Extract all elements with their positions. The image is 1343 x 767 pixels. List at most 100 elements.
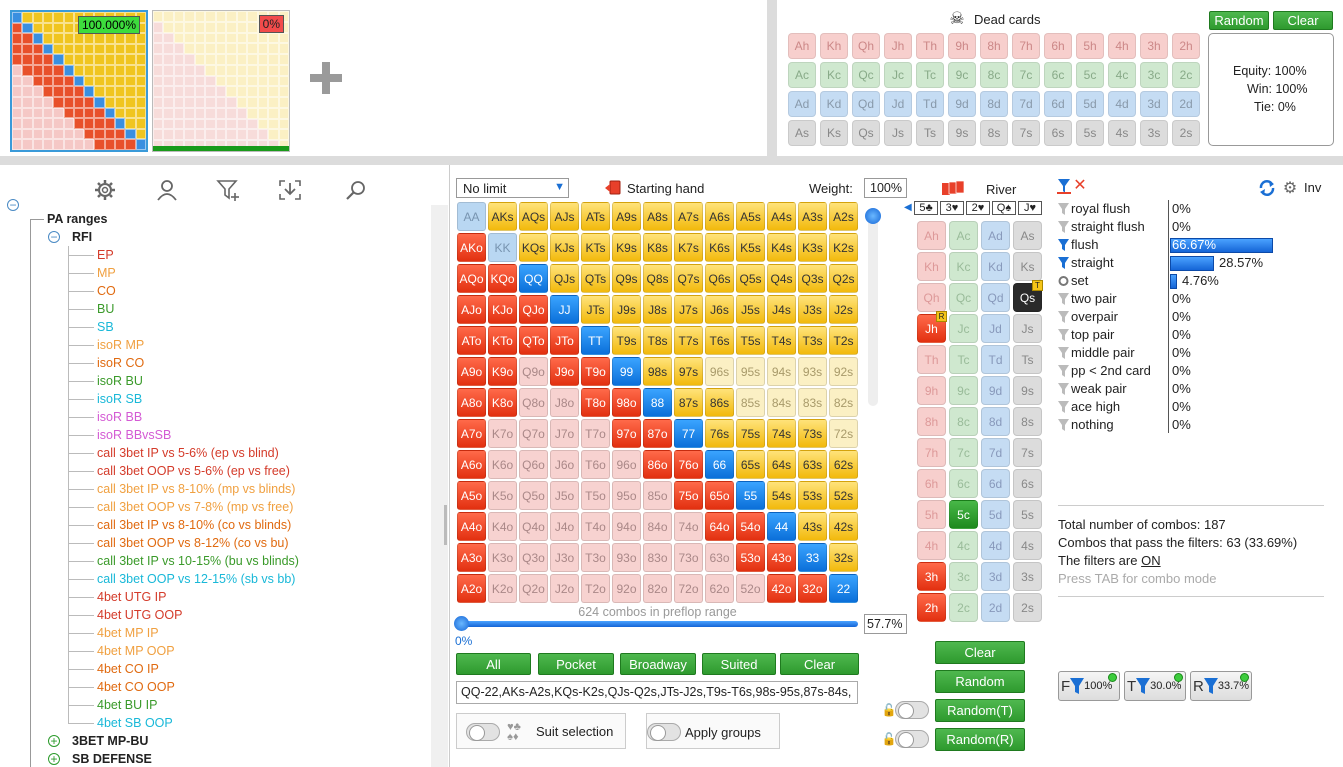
deck-card[interactable]: 3c — [949, 562, 978, 591]
hand-cell[interactable]: AKs — [488, 202, 517, 231]
hand-cell[interactable]: J7o — [550, 419, 579, 448]
hand-cell[interactable]: 93s — [798, 357, 827, 386]
dead-card[interactable]: 8d — [980, 91, 1008, 117]
dead-card[interactable]: 6d — [1044, 91, 1072, 117]
hand-cell[interactable]: 99 — [612, 357, 641, 386]
deck-card[interactable]: 3d — [981, 562, 1010, 591]
hand-cell[interactable]: KJo — [488, 295, 517, 324]
hand-cell[interactable]: QTs — [581, 264, 610, 293]
stat-label[interactable]: weak pair — [1071, 381, 1127, 396]
filter-icon[interactable] — [1058, 419, 1069, 431]
board-card[interactable]: 3♥ — [940, 201, 964, 215]
hand-cell[interactable]: A8s — [643, 202, 672, 231]
hand-cell[interactable]: A7s — [674, 202, 703, 231]
tree-folder[interactable]: 3BET MP-BU — [72, 734, 149, 748]
dead-card[interactable]: 9c — [948, 62, 976, 88]
hand-cell[interactable]: K6o — [488, 450, 517, 479]
deck-card[interactable]: 9c — [949, 376, 978, 405]
limit-select[interactable]: No limit ▼ — [456, 178, 569, 198]
hand-cell[interactable]: K5s — [736, 233, 765, 262]
hand-cell[interactable]: T7o — [581, 419, 610, 448]
hand-cell[interactable]: Q3o — [519, 543, 548, 572]
apply-groups-toggle[interactable] — [647, 723, 681, 741]
dead-card[interactable]: Qc — [852, 62, 880, 88]
dead-card[interactable]: 5c — [1076, 62, 1104, 88]
hand-cell[interactable]: J3s — [798, 295, 827, 324]
deck-card[interactable]: 4d — [981, 531, 1010, 560]
dead-card[interactable]: 8c — [980, 62, 1008, 88]
hand-cell[interactable]: 42o — [767, 574, 796, 603]
hand-cell[interactable]: T4o — [581, 512, 610, 541]
deck-card[interactable]: Tc — [949, 345, 978, 374]
random-turn-button[interactable]: Random(T) — [935, 699, 1025, 722]
hand-cell[interactable]: 94o — [612, 512, 641, 541]
dead-card[interactable]: 8s — [980, 120, 1008, 146]
hand-cell[interactable]: KJs — [550, 233, 579, 262]
hand-cell[interactable]: 97o — [612, 419, 641, 448]
tree-item[interactable]: call 3bet OOP vs 7-8% (mp vs free) — [97, 500, 294, 514]
deck-card[interactable]: 6c — [949, 469, 978, 498]
deck-card[interactable]: Js — [1013, 314, 1042, 343]
add-range-icon[interactable] — [308, 60, 344, 96]
hand-cell[interactable]: 62o — [705, 574, 734, 603]
dead-card[interactable]: 7s — [1012, 120, 1040, 146]
clear-filters-icon[interactable]: ✕ — [1073, 177, 1087, 194]
hand-cell[interactable]: AQs — [519, 202, 548, 231]
hand-cell[interactable]: A2o — [457, 574, 486, 603]
hand-cell[interactable]: K6s — [705, 233, 734, 262]
hand-cell[interactable]: 96s — [705, 357, 734, 386]
matrix-scrollbar[interactable] — [865, 208, 881, 406]
hand-cell[interactable]: K4o — [488, 512, 517, 541]
broadway-button[interactable]: Broadway — [620, 653, 696, 675]
hand-cell[interactable]: Q8o — [519, 388, 548, 417]
user-icon[interactable] — [154, 177, 180, 203]
hand-cell[interactable]: QJs — [550, 264, 579, 293]
hand-cell[interactable]: J9s — [612, 295, 641, 324]
tree-item[interactable]: 4bet UTG IP — [97, 590, 167, 604]
board-left-arrow-icon[interactable]: ◀ — [904, 202, 912, 213]
deck-card[interactable]: 4h — [917, 531, 946, 560]
random-t-lock-toggle[interactable] — [895, 701, 929, 719]
dead-card[interactable]: Js — [884, 120, 912, 146]
hand-cell[interactable]: 98s — [643, 357, 672, 386]
deck-card[interactable]: 7d — [981, 438, 1010, 467]
hand-cell[interactable]: 32o — [798, 574, 827, 603]
hand-cell[interactable]: 98o — [612, 388, 641, 417]
stat-label[interactable]: middle pair — [1071, 345, 1135, 360]
hand-cell[interactable]: QQ — [519, 264, 548, 293]
hand-cell[interactable]: 82o — [643, 574, 672, 603]
hand-cell[interactable]: J8o — [550, 388, 579, 417]
hand-cell[interactable]: A8o — [457, 388, 486, 417]
deck-card[interactable]: Jd — [981, 314, 1010, 343]
tree-folder-rfi[interactable]: RFI — [72, 230, 93, 244]
hand-cell[interactable]: A2s — [829, 202, 858, 231]
hand-cell[interactable]: 83s — [798, 388, 827, 417]
deck-card[interactable]: 8d — [981, 407, 1010, 436]
hand-cell[interactable]: T5o — [581, 481, 610, 510]
stat-label[interactable]: set — [1071, 273, 1089, 288]
hand-cell[interactable]: AKo — [457, 233, 486, 262]
hand-cell[interactable]: 43s — [798, 512, 827, 541]
hand-cell[interactable]: K5o — [488, 481, 517, 510]
dead-card[interactable]: 9s — [948, 120, 976, 146]
hand-cell[interactable]: 72o — [674, 574, 703, 603]
hand-cell[interactable]: AA — [457, 202, 486, 231]
dead-card[interactable]: 6h — [1044, 33, 1072, 59]
hand-cell[interactable]: 53o — [736, 543, 765, 572]
hand-cell[interactable]: K2o — [488, 574, 517, 603]
deck-card[interactable]: 2c — [949, 593, 978, 622]
deck-card[interactable]: Ah — [917, 221, 946, 250]
hand-cell[interactable]: KTs — [581, 233, 610, 262]
hand-cell[interactable]: T9o — [581, 357, 610, 386]
range-slider-handle[interactable] — [454, 616, 469, 631]
tree-item[interactable]: call 3bet IP vs 10-15% (bu vs blinds) — [97, 554, 299, 568]
tree-scrollbar[interactable] — [431, 205, 448, 767]
tree-item[interactable]: 4bet UTG OOP — [97, 608, 183, 622]
hand-cell[interactable]: 65o — [705, 481, 734, 510]
hand-cell[interactable]: J4o — [550, 512, 579, 541]
dead-random-button[interactable]: Random — [1209, 11, 1269, 30]
dead-clear-button[interactable]: Clear — [1273, 11, 1333, 30]
hand-cell[interactable]: J8s — [643, 295, 672, 324]
deck-card[interactable]: 5s — [1013, 500, 1042, 529]
hand-cell[interactable]: AQo — [457, 264, 486, 293]
